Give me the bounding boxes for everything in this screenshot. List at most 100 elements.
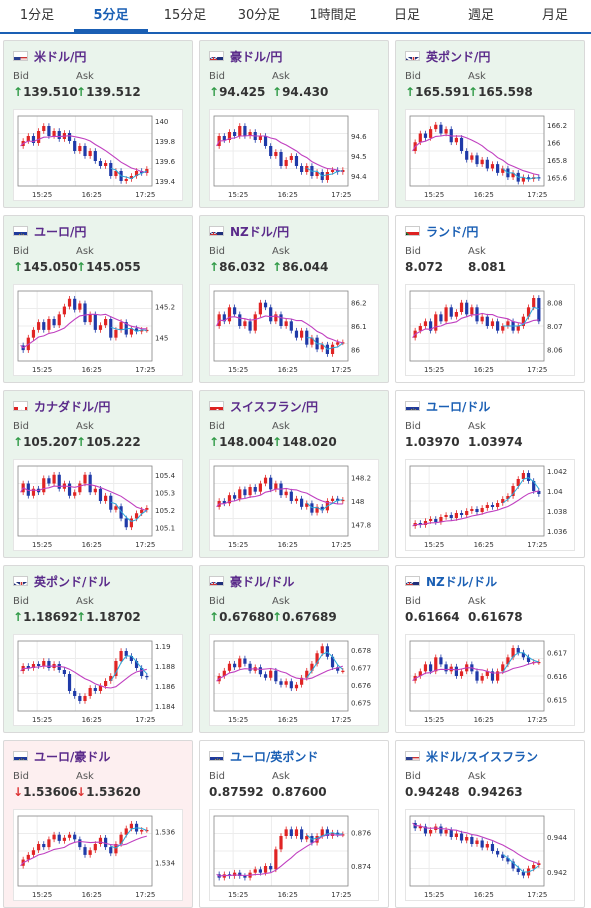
mini-candle-chart[interactable]: 1.042 1.04 1.038 1.036 15:25 16:25 17:25 (405, 459, 575, 551)
tab-3[interactable]: 30分足 (237, 8, 281, 23)
pair-name[interactable]: ランド/円 (426, 224, 479, 239)
ask-number: 148.020 (282, 435, 337, 449)
bid-label: Bid (209, 421, 225, 432)
tab-1[interactable]: 5分足 (74, 0, 148, 32)
tab-7[interactable]: 月足 (541, 8, 568, 23)
x-tick-label: 16:25 (278, 891, 298, 899)
rate-card[interactable]: 英ポンド/ドル Bid Ask ↑1.18692 ↑1.18702 1.19 1.188 1.… (3, 565, 193, 733)
mini-candle-chart[interactable]: 166.2 166 165.8 165.6 15:25 16:25 17:25 (405, 109, 575, 201)
ask-number: 0.61678 (468, 610, 523, 624)
pair-name[interactable]: NZドル/円 (230, 224, 290, 239)
ask-number: 105.222 (86, 435, 141, 449)
rate-card[interactable]: NZドル/円 Bid Ask ↑86.032 ↑86.044 86.2 86.1 86 15:2… (199, 215, 389, 383)
candle-body (263, 866, 268, 873)
rate-card[interactable]: ユーロ/豪ドル Bid Ask ↓1.53606 ↓1.53620 1.536 1.534 1… (3, 740, 193, 908)
candle-body (480, 840, 484, 848)
rate-card[interactable]: ランド/円 Bid Ask 8.072 8.081 8.08 8.07 8.06 15:25 16… (395, 215, 585, 383)
tab-2[interactable]: 15分足 (163, 8, 207, 23)
rate-card[interactable]: 米ドル/円 Bid Ask ↑139.510 ↑139.512 140 139.8 139.6… (3, 40, 193, 208)
pair-name[interactable]: ユーロ/英ポンド (230, 749, 319, 764)
arrow-down-icon: ↓ (76, 785, 87, 799)
rate-card[interactable]: 英ポンド/円 Bid Ask ↑165.591 ↑165.598 166.2 166 165.… (395, 40, 585, 208)
rate-card[interactable]: ユーロ/円 Bid Ask ↑145.050 ↑145.055 145.2 145 15:25… (3, 215, 193, 383)
rate-card[interactable]: ユーロ/ドル Bid Ask 1.03970 1.03974 1.042 1.04 1.038… (395, 390, 585, 558)
candle-body (73, 141, 77, 151)
tab-6[interactable]: 週足 (467, 8, 494, 23)
pair-name[interactable]: 英ポンド/ドル (34, 574, 111, 589)
x-tick-label: 17:25 (331, 891, 351, 899)
moving-average-short (306, 499, 343, 511)
mini-candle-chart[interactable]: 145.2 145 15:25 16:25 17:25 (13, 284, 183, 376)
pair-name[interactable]: ユーロ/円 (34, 224, 87, 239)
candle-body (114, 844, 118, 854)
mini-candle-chart[interactable]: 1.536 1.534 15:25 16:25 17:25 (13, 809, 183, 901)
rate-card[interactable]: ユーロ/英ポンド Bid Ask 0.87592 0.87600 0.876 0.874 15… (199, 740, 389, 908)
tab-5[interactable]: 日足 (393, 8, 420, 23)
plot-frame (17, 815, 153, 887)
plot-frame (213, 115, 349, 187)
candle-body (31, 664, 36, 668)
candle-body (449, 307, 453, 317)
pair-header: カナダドル/円 (13, 397, 110, 415)
mini-candle-chart[interactable]: 86.2 86.1 86 15:25 16:25 17:25 (209, 284, 379, 376)
bid-value: ↑94.425 (209, 85, 265, 99)
y-tick-label: 1.184 (155, 703, 176, 711)
pair-name[interactable]: ユーロ/ドル (426, 399, 491, 414)
mini-candle-chart[interactable]: 0.617 0.616 0.615 15:25 16:25 17:25 (405, 634, 575, 726)
pair-name[interactable]: スイスフラン/円 (230, 399, 319, 414)
rate-card[interactable]: 豪ドル/ドル Bid Ask ↑0.67680 ↑0.67689 0.678 0.677 0.… (199, 565, 389, 733)
mini-candle-chart[interactable]: 140 139.8 139.6 139.4 15:25 16:25 17:25 (13, 109, 183, 201)
candle-body (423, 321, 428, 326)
mini-candle-chart[interactable]: 0.876 0.874 15:25 16:25 17:25 (209, 809, 379, 901)
y-tick-label: 1.534 (155, 860, 176, 868)
mini-candle-chart[interactable]: 0.678 0.677 0.676 0.675 15:25 16:25 17:25 (209, 634, 379, 726)
rate-card[interactable]: 米ドル/スイスフラン Bid Ask 0.94248 0.94263 0.944 0.942… (395, 740, 585, 908)
moving-average-short (110, 501, 148, 522)
moving-average-short (110, 827, 147, 849)
pair-name[interactable]: カナダドル/円 (34, 399, 111, 414)
pair-name[interactable]: NZドル/ドル (426, 574, 498, 589)
candle-body (269, 670, 273, 678)
candle-body (521, 177, 525, 182)
plot-frame (409, 640, 545, 712)
bid-value: 8.072 (405, 260, 443, 274)
pair-name[interactable]: 米ドル/スイスフラン (426, 749, 539, 764)
mini-candle-chart[interactable]: 1.19 1.188 1.186 1.184 15:25 16:25 17:25 (13, 634, 183, 726)
candle-body (496, 671, 500, 681)
candle-body (238, 314, 242, 326)
candle-body (310, 337, 314, 345)
moving-average-short (110, 326, 147, 332)
ask-number: 1.53620 (86, 785, 141, 799)
mini-candle-chart[interactable]: 8.08 8.07 8.06 15:25 16:25 17:25 (405, 284, 575, 376)
candle-body (129, 328, 133, 335)
rate-card[interactable]: スイスフラン/円 Bid Ask ↑148.004 ↑148.020 148.2 148 14… (199, 390, 389, 558)
candle-body (73, 298, 77, 310)
mini-candle-chart[interactable]: 148.2 148 147.8 15:25 16:25 17:25 (209, 459, 379, 551)
pair-header: NZドル/ドル (405, 572, 497, 590)
tab-0[interactable]: 1分足 (19, 8, 55, 23)
candle-body (418, 671, 422, 676)
ask-value: ↑0.67689 (272, 610, 337, 624)
candle-body (330, 656, 335, 668)
x-tick-label: 15:25 (32, 541, 52, 549)
pair-name[interactable]: 米ドル/円 (34, 49, 87, 64)
moving-average-long (412, 661, 539, 682)
candle-body (423, 826, 428, 834)
bid-label: Bid (209, 596, 225, 607)
pair-name[interactable]: ユーロ/豪ドル (34, 749, 111, 764)
mini-candle-chart[interactable]: 94.6 94.5 94.4 15:25 16:25 17:25 (209, 109, 379, 201)
pair-name[interactable]: 豪ドル/ドル (230, 574, 295, 589)
bid-label: Bid (209, 771, 225, 782)
ask-label: Ask (468, 246, 486, 257)
rate-card[interactable]: カナダドル/円 Bid Ask ↑105.207 ↑105.222 105.4 105.3 1… (3, 390, 193, 558)
pair-name[interactable]: 英ポンド/円 (426, 49, 491, 64)
rate-card[interactable]: 豪ドル/円 Bid Ask ↑94.425 ↑94.430 94.6 94.5 94.4 15:… (199, 40, 389, 208)
tab-4[interactable]: 1時間足 (309, 8, 357, 23)
candle-body (26, 483, 30, 496)
rate-card[interactable]: NZドル/ドル Bid Ask 0.61664 0.61678 0.617 0.616 0.6… (395, 565, 585, 733)
pair-name[interactable]: 豪ドル/円 (230, 49, 283, 64)
candle-body (258, 869, 262, 873)
mini-candle-chart[interactable]: 0.944 0.942 15:25 16:25 17:25 (405, 809, 575, 901)
candle-body (73, 834, 77, 840)
mini-candle-chart[interactable]: 105.4 105.3 105.2 105.1 15:25 16:25 17:25 (13, 459, 183, 551)
